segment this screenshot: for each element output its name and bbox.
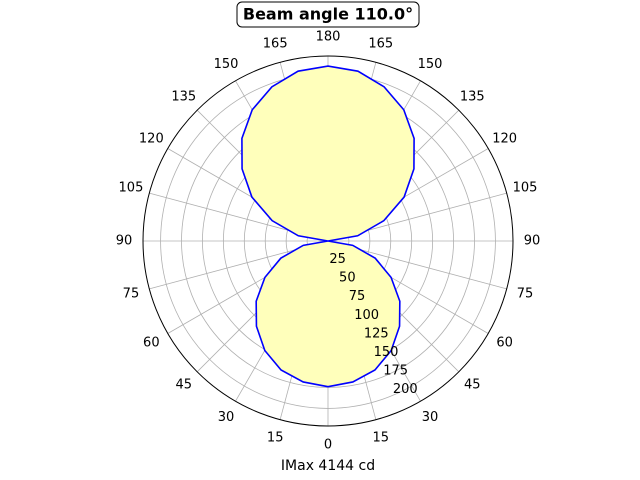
angle-tick-label: 45 (175, 378, 192, 393)
angle-tick-label: 150 (214, 57, 239, 72)
angle-tick-label: 105 (513, 181, 538, 196)
angle-tick-label: 45 (464, 378, 481, 393)
angle-tick-label: 15 (373, 431, 390, 446)
angle-tick-label: 90 (116, 234, 133, 249)
angle-tick-label: 30 (422, 410, 439, 425)
angle-tick-label: 135 (171, 89, 196, 104)
angle-tick-label: 0 (324, 438, 332, 453)
radial-tick-label: 25 (329, 252, 346, 267)
chart-title: Beam angle 110.0° (243, 5, 413, 24)
title-box (236, 1, 420, 28)
radial-tick-label: 200 (393, 382, 418, 397)
angle-tick-label: 165 (263, 36, 288, 51)
angle-tick-label: 75 (517, 286, 534, 301)
outer-frame (142, 55, 514, 427)
angle-tick-label: 90 (524, 234, 541, 249)
angle-tick-label: 180 (316, 30, 341, 45)
radial-tick-label: 50 (339, 271, 356, 286)
angle-tick-label: 60 (143, 336, 160, 351)
angle-tick-label: 15 (267, 431, 284, 446)
angle-tick-label: 30 (218, 410, 235, 425)
angle-tick-label: 150 (418, 57, 443, 72)
angle-tick-label: 135 (460, 89, 485, 104)
radial-tick-label: 100 (354, 308, 379, 323)
angle-tick-label: 165 (368, 36, 393, 51)
angle-tick-label: 105 (119, 181, 144, 196)
radial-tick-label: 175 (383, 363, 408, 378)
angle-tick-label: 75 (123, 286, 140, 301)
angle-tick-label: 60 (496, 336, 513, 351)
angle-tick-label: 120 (492, 132, 517, 147)
x-axis-label: IMax 4144 cd (281, 458, 375, 474)
radial-tick-label: 75 (349, 289, 366, 304)
radial-tick-label: 125 (364, 326, 389, 341)
lobe-fill (241, 66, 415, 387)
angle-tick-label: 120 (139, 132, 164, 147)
intensity-curve (241, 65, 415, 388)
radial-tick-label: 150 (374, 345, 399, 360)
